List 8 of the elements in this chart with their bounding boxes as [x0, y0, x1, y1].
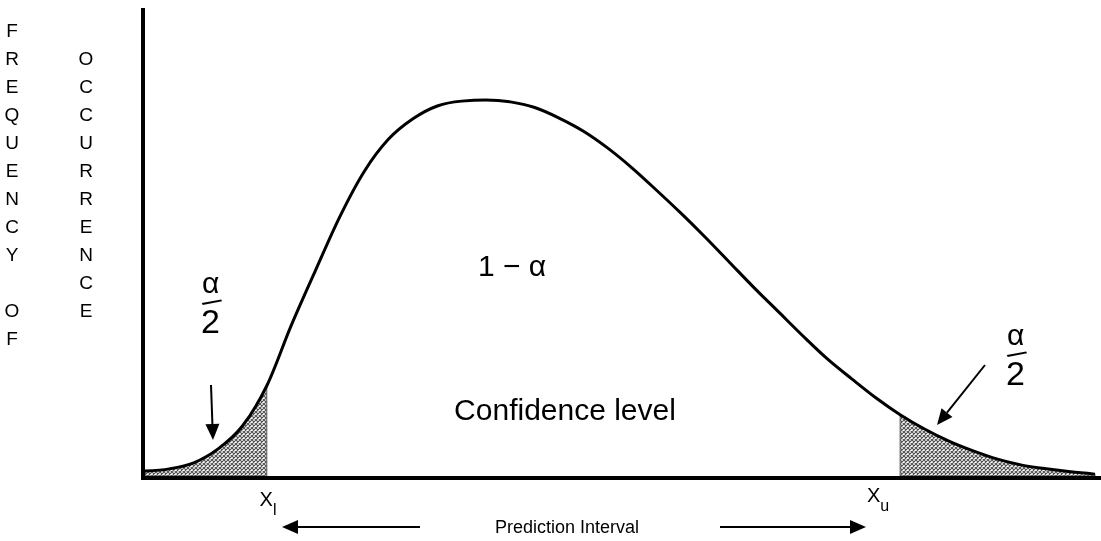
- text: X$_{u}$: [866, 484, 890, 514]
- annotation: Confidence level: [454, 393, 676, 426]
- text: X$_{l}$: [259, 488, 277, 518]
- annotation: α/2: [1001, 318, 1033, 392]
- annotation: 1 − α: [477, 249, 547, 282]
- text: Prediction Interval: [494, 517, 640, 537]
- text: FREQUENCY OF OCCURRENCE: [1, 20, 97, 356]
- annotation: α/2: [196, 266, 228, 340]
